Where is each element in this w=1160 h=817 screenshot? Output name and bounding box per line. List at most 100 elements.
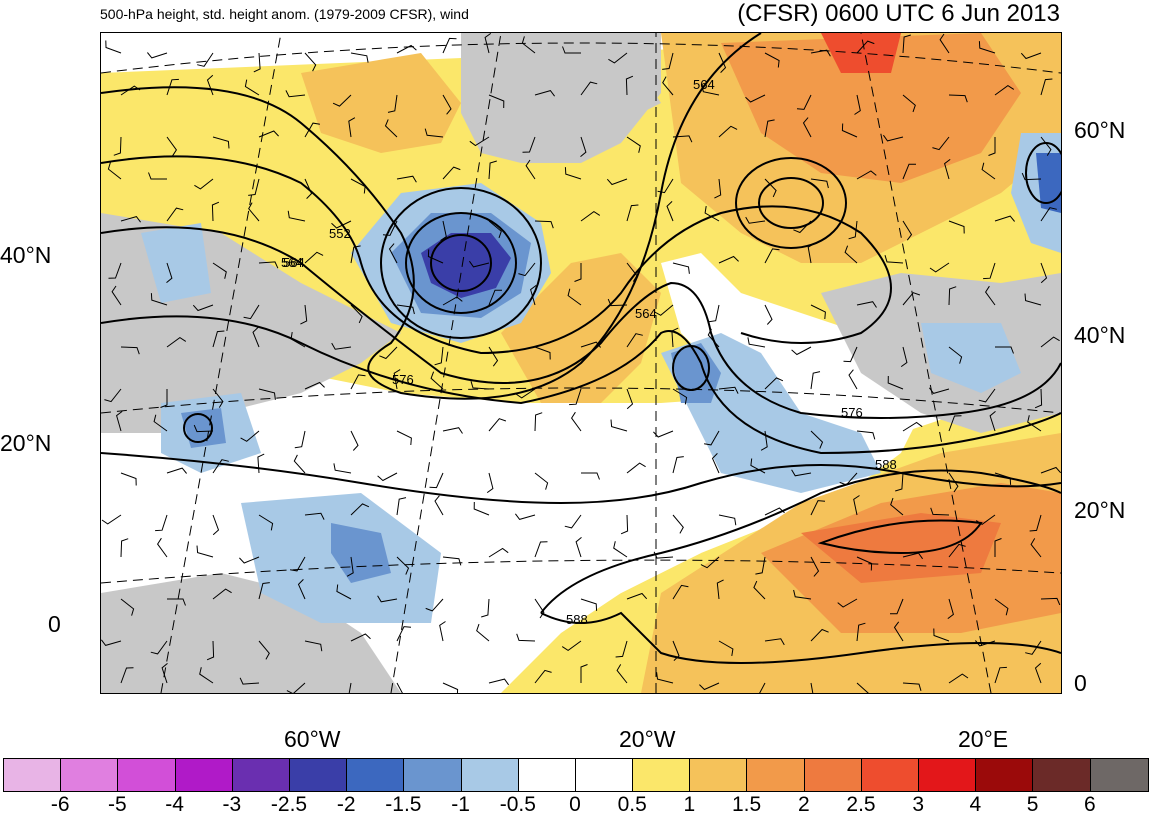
wind-barb bbox=[150, 640, 168, 655]
wind-barb bbox=[574, 263, 582, 282]
colorbar-label: -3 bbox=[222, 793, 242, 816]
wind-barb bbox=[932, 136, 950, 151]
map-panel: 564 552 564 576 564 564 576 588 588 bbox=[100, 32, 1062, 694]
wind-barb bbox=[377, 595, 398, 603]
wind-barb bbox=[120, 667, 134, 684]
colorbar-label: 2 bbox=[797, 793, 810, 816]
contour-label: 588 bbox=[875, 457, 897, 472]
graticule bbox=[101, 33, 1061, 693]
wind-barb bbox=[900, 346, 908, 368]
wind-barb bbox=[562, 46, 581, 54]
wind-barb bbox=[760, 430, 768, 451]
wind-barb bbox=[424, 128, 444, 138]
wind-barb bbox=[1040, 466, 1061, 474]
colorbar-swatch bbox=[347, 759, 405, 791]
wind-barb bbox=[442, 37, 457, 54]
wind-barb bbox=[856, 622, 866, 642]
wind-barb bbox=[469, 136, 490, 147]
wind-barb bbox=[700, 556, 720, 569]
wind-barb bbox=[810, 628, 829, 642]
wind-barb bbox=[939, 33, 950, 54]
wind-barb bbox=[396, 682, 403, 693]
wind-barb bbox=[810, 430, 824, 449]
wind-barb bbox=[671, 327, 679, 348]
colorbar-swatch bbox=[976, 759, 1034, 791]
contour-label: 576 bbox=[392, 372, 414, 387]
wind-barb bbox=[166, 207, 184, 222]
wind-barb bbox=[439, 621, 446, 642]
wind-barb bbox=[616, 664, 628, 684]
wind-barb bbox=[654, 304, 674, 316]
wind-barb bbox=[290, 556, 306, 572]
wind-barb bbox=[989, 411, 996, 432]
wind-barb bbox=[575, 537, 582, 558]
colorbar-swatch bbox=[804, 759, 862, 791]
wind-barb bbox=[516, 633, 536, 642]
wind-barb bbox=[239, 677, 260, 685]
wind-barb bbox=[248, 202, 260, 222]
wind-barb bbox=[304, 381, 325, 390]
wind-barb bbox=[350, 52, 369, 63]
wind-barb bbox=[626, 462, 646, 474]
wind-barb bbox=[488, 418, 507, 432]
wind-barb bbox=[258, 640, 270, 660]
wind-barb bbox=[810, 178, 829, 189]
wind-barb bbox=[348, 117, 356, 138]
wind-barb bbox=[488, 547, 509, 558]
wind-barb bbox=[294, 430, 306, 449]
anomaly-blue-west-lake bbox=[141, 223, 211, 303]
wind-barb bbox=[708, 304, 720, 323]
wind-barb bbox=[384, 119, 398, 138]
wind-barb bbox=[718, 514, 737, 526]
wind-barb bbox=[893, 621, 904, 642]
wind-barb bbox=[610, 419, 628, 432]
map-canvas: 564 552 564 576 564 564 576 588 588 bbox=[101, 33, 1061, 693]
wind-barb bbox=[442, 296, 463, 306]
wind-barb bbox=[793, 220, 812, 234]
wind-barb bbox=[120, 216, 141, 223]
wind-barb bbox=[212, 136, 230, 149]
wind-barb bbox=[484, 33, 492, 54]
anomaly-red-africa bbox=[801, 513, 1001, 583]
wind-barb bbox=[212, 388, 224, 408]
wind-barb bbox=[396, 430, 412, 446]
wind-barb bbox=[1040, 597, 1061, 606]
wind-barb bbox=[902, 94, 916, 113]
wind-barb bbox=[396, 626, 412, 642]
wind-barb bbox=[672, 640, 680, 661]
wind-barb bbox=[796, 94, 812, 110]
wind-barb bbox=[333, 463, 352, 474]
wind-barb bbox=[534, 346, 551, 360]
wind-barb bbox=[442, 556, 462, 566]
colorbar-label: -4 bbox=[165, 793, 184, 816]
lat-label-left: 40°N bbox=[0, 242, 52, 268]
wind-barb bbox=[101, 639, 122, 646]
anomaly-darkorange-europe bbox=[721, 33, 1021, 183]
lon-label: 20°W bbox=[619, 726, 676, 752]
wind-barb bbox=[393, 369, 401, 390]
wind-barb bbox=[396, 175, 417, 183]
anomaly-orange-north-atlantic bbox=[301, 53, 461, 153]
wind-barb bbox=[978, 388, 996, 403]
wind-barb bbox=[425, 598, 444, 612]
wind-barb bbox=[887, 375, 904, 390]
colorbar-swatch bbox=[919, 759, 977, 791]
wind-barb bbox=[212, 588, 232, 600]
wind-barb bbox=[707, 328, 720, 348]
wind-barb bbox=[155, 514, 168, 532]
colorbar-swatch bbox=[61, 759, 119, 791]
wind-barb bbox=[304, 512, 325, 520]
wind-barb bbox=[534, 541, 548, 558]
wind-barb bbox=[515, 388, 536, 399]
wind-barb bbox=[534, 598, 545, 619]
wind-barb bbox=[193, 424, 214, 433]
contour-label: 588 bbox=[566, 612, 588, 627]
wind-barb bbox=[521, 36, 536, 54]
anomaly-blue-eastern-europe bbox=[921, 323, 1021, 393]
wind-barb bbox=[856, 301, 877, 308]
wind-barb bbox=[570, 411, 582, 432]
wind-barb bbox=[902, 220, 913, 241]
wind-barb bbox=[197, 52, 214, 67]
wind-barb bbox=[160, 389, 168, 408]
colorbar-label: -1.5 bbox=[385, 793, 422, 816]
